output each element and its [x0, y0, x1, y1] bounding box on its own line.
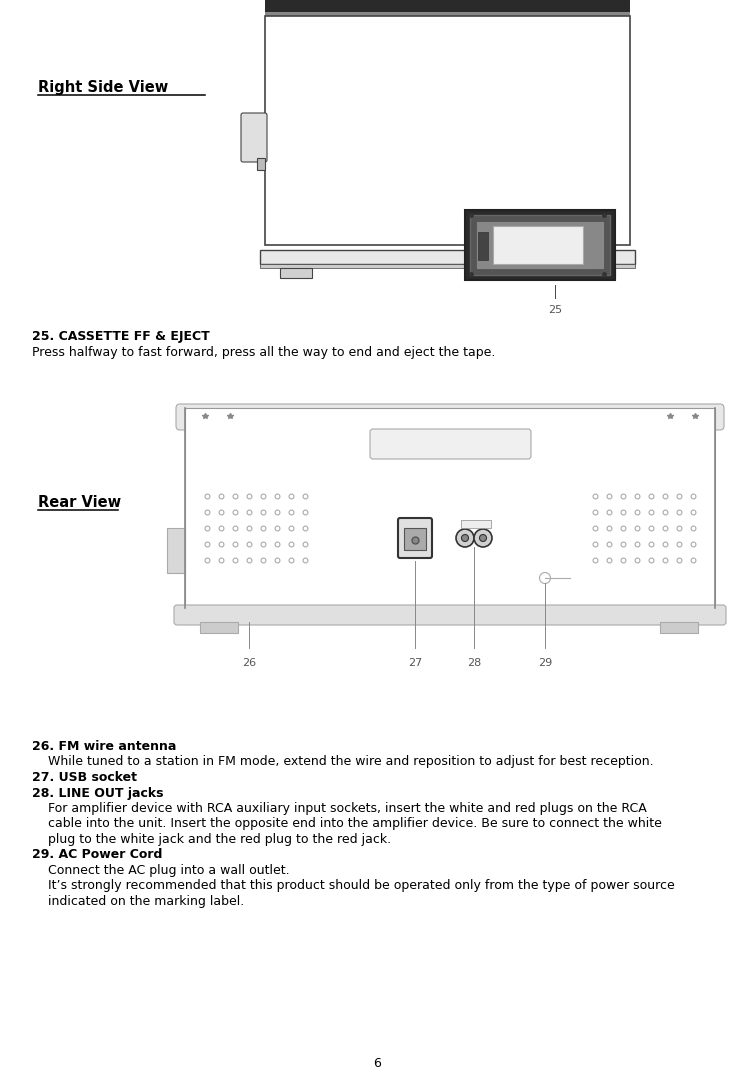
Bar: [257, 158, 265, 170]
Bar: [200, 622, 238, 633]
Bar: [265, 0, 630, 12]
Circle shape: [540, 572, 550, 583]
FancyBboxPatch shape: [176, 404, 724, 430]
Circle shape: [480, 534, 486, 542]
FancyBboxPatch shape: [398, 518, 432, 558]
Text: 29. AC Power Cord: 29. AC Power Cord: [32, 849, 162, 862]
Bar: [167, 528, 185, 573]
Text: 26. FM wire antenna: 26. FM wire antenna: [32, 740, 176, 753]
Bar: [280, 268, 312, 279]
Text: 25. CASSETTE FF & EJECT: 25. CASSETTE FF & EJECT: [32, 330, 210, 343]
Bar: [265, 16, 630, 245]
Bar: [260, 264, 635, 268]
Text: For amplifier device with RCA auxiliary input sockets, insert the white and red : For amplifier device with RCA auxiliary …: [32, 802, 647, 815]
Text: Rear View: Rear View: [38, 495, 121, 510]
Bar: [477, 222, 603, 268]
Bar: [465, 210, 615, 280]
Text: Press halfway to fast forward, press all the way to end and eject the tape.: Press halfway to fast forward, press all…: [32, 346, 495, 359]
Bar: [470, 215, 610, 275]
Text: 27. USB socket: 27. USB socket: [32, 771, 137, 784]
Circle shape: [456, 529, 474, 547]
FancyBboxPatch shape: [370, 429, 531, 459]
Text: 25: 25: [548, 305, 562, 316]
Bar: [461, 520, 491, 528]
Text: indicated on the marking label.: indicated on the marking label.: [32, 895, 244, 908]
Bar: [660, 622, 698, 633]
FancyBboxPatch shape: [174, 605, 726, 625]
Bar: [404, 528, 426, 551]
Circle shape: [461, 534, 468, 542]
Text: Right Side View: Right Side View: [38, 81, 168, 95]
Text: Connect the AC plug into a wall outlet.: Connect the AC plug into a wall outlet.: [32, 864, 290, 877]
Text: While tuned to a station in FM mode, extend the wire and reposition to adjust fo: While tuned to a station in FM mode, ext…: [32, 755, 654, 768]
Bar: [265, 12, 630, 16]
Text: 29: 29: [538, 658, 552, 668]
Bar: [185, 408, 715, 608]
Text: cable into the unit. Insert the opposite end into the amplifier device. Be sure : cable into the unit. Insert the opposite…: [32, 817, 662, 830]
Bar: [493, 226, 583, 264]
Text: 26: 26: [242, 658, 256, 668]
Text: 6: 6: [373, 1058, 381, 1070]
Text: 28. LINE OUT jacks: 28. LINE OUT jacks: [32, 787, 164, 800]
Bar: [260, 250, 635, 264]
FancyBboxPatch shape: [241, 113, 267, 162]
Text: plug to the white jack and the red plug to the red jack.: plug to the white jack and the red plug …: [32, 833, 391, 846]
Text: 28: 28: [467, 658, 481, 668]
Bar: [583, 268, 615, 279]
Circle shape: [474, 529, 492, 547]
Text: 27: 27: [408, 658, 422, 668]
Bar: [478, 232, 488, 260]
Text: It’s strongly recommended that this product should be operated only from the typ: It’s strongly recommended that this prod…: [32, 879, 675, 892]
